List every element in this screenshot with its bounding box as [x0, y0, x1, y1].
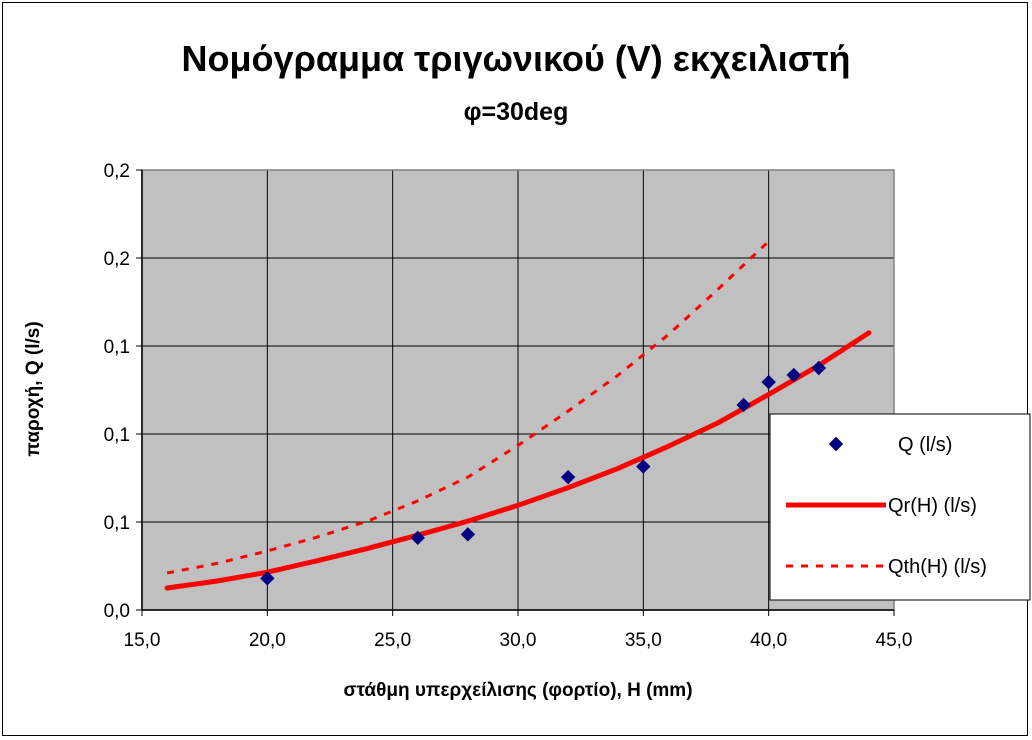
x-tick-label: 30,0 — [500, 630, 537, 651]
x-tick-label: 15,0 — [124, 630, 161, 651]
series-qth-line — [166, 240, 770, 575]
y-tick-label: 0,2 — [104, 249, 130, 270]
data-point — [736, 397, 751, 413]
y-tick-label: 0,0 — [104, 601, 130, 622]
legend-label: Qth(H) (l/s) — [888, 556, 987, 578]
series-qr-line — [164, 330, 872, 591]
chart-title: Νομόγραμμα τριγωνικού (V) εκχειλιστή — [181, 38, 851, 79]
x-axis-title: στάθμη υπερχείλισης (φορτίο), H (mm) — [343, 680, 692, 701]
legend-marker-q — [828, 436, 844, 452]
data-point — [636, 459, 651, 474]
y-tick-label: 0,2 — [104, 161, 130, 182]
data-point — [260, 571, 275, 586]
x-tick-label: 25,0 — [374, 630, 411, 651]
plot-area: 15,0 20,0 25,0 30,0 35,0 40,0 45,0 0,0 0,1 0,1 0,1… — [104, 161, 913, 651]
y-tick-label: 0,1 — [104, 513, 130, 534]
x-tick-label: 40,0 — [750, 630, 787, 651]
y-tick-label: 0,1 — [104, 337, 130, 358]
legend: Q (l/s) Qr(H) (l/s) Qth(H) (l/s) — [769, 413, 1031, 601]
data-point — [410, 530, 425, 546]
data-point — [811, 360, 827, 376]
data-point — [460, 527, 476, 542]
y-axis-title: παροχή, Q (l/s) — [23, 321, 44, 456]
series-layer — [164, 240, 872, 591]
y-tick-label: 0,1 — [104, 425, 130, 446]
x-tick-label: 45,0 — [876, 630, 913, 651]
legend-label: Qr(H) (l/s) — [888, 495, 977, 517]
data-point — [761, 374, 776, 390]
chart-subtitle: φ=30deg — [463, 98, 569, 126]
data-point — [560, 469, 576, 485]
data-point — [786, 367, 801, 383]
x-tick-label: 20,0 — [249, 630, 286, 651]
x-tick-label: 35,0 — [625, 630, 662, 651]
legend-label: Q (l/s) — [898, 434, 952, 456]
